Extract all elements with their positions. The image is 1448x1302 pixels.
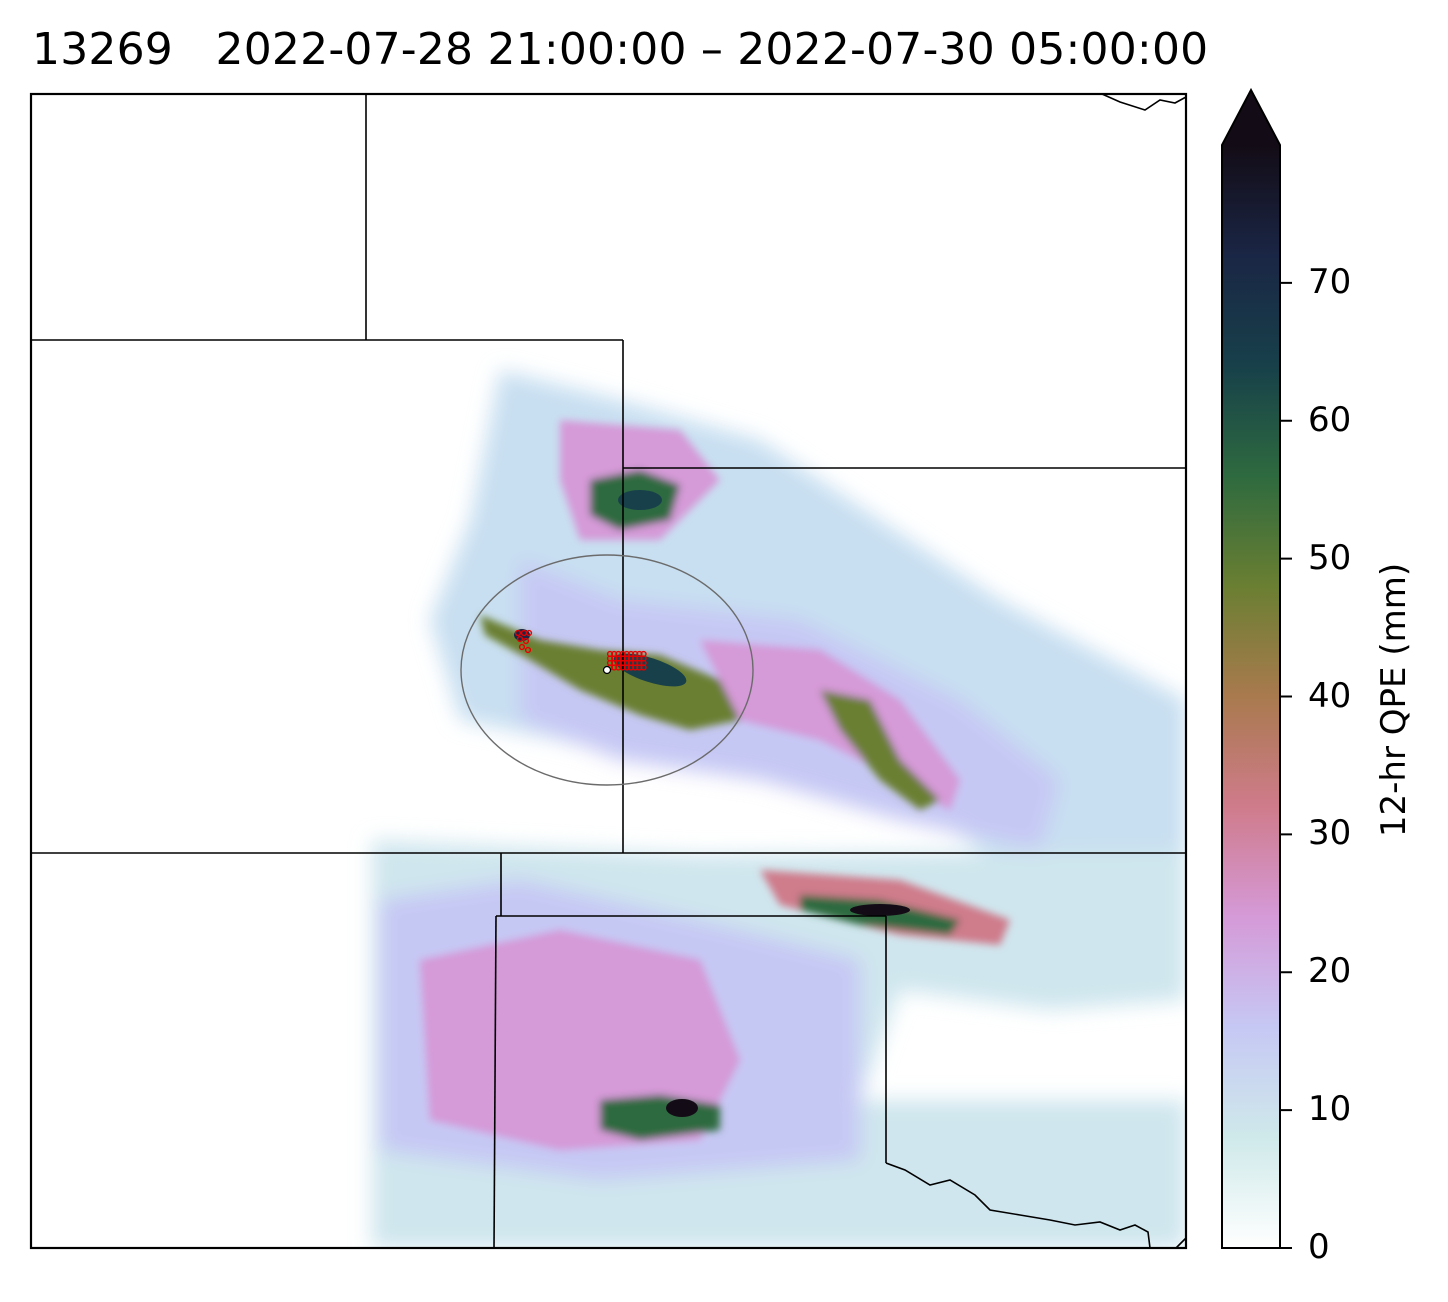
precip-max-south	[666, 1099, 698, 1117]
colorbar-tick-label: 60	[1308, 399, 1352, 440]
precip-max-southeast	[850, 904, 910, 916]
colorbar	[1221, 87, 1292, 1249]
observation-marker	[524, 646, 532, 654]
colorbar-tick-label: 10	[1308, 1089, 1352, 1130]
observation-marker	[514, 629, 522, 637]
boundary-8	[493, 915, 497, 1249]
map-frame	[29, 92, 1188, 1250]
colorbar-ticks	[1280, 281, 1292, 1249]
colorbar-outline	[1221, 87, 1281, 1249]
observation-marker	[640, 664, 647, 671]
colorbar-extend-triangle	[1222, 90, 1280, 145]
observation-marker	[516, 635, 524, 643]
time-range: 2022-07-28 21:00:00 – 2022-07-30 05:00:0…	[215, 24, 1209, 75]
colorbar-tick-label: 30	[1308, 813, 1352, 854]
colorbar-axis-label: 12-hr QPE (mm)	[1374, 562, 1414, 838]
state-boundaries	[31, 93, 1187, 1249]
colorbar-tick-label: 20	[1308, 951, 1352, 992]
plot-title: 13269 2022-07-28 21:00:00 – 2022-07-30 0…	[32, 24, 1208, 75]
center-point-marker	[602, 665, 612, 675]
observation-markers	[514, 629, 647, 671]
colorbar-tick-label: 40	[1308, 675, 1352, 716]
colorbar-fill	[1222, 145, 1280, 1248]
colorbar-tick-label: 70	[1308, 261, 1352, 302]
river-boundary-corner	[1175, 1237, 1187, 1249]
search-radius-circle	[460, 554, 754, 786]
precip-max-north	[618, 490, 662, 510]
event-id: 13269	[32, 24, 173, 75]
colorbar-tick-label: 50	[1308, 537, 1352, 578]
observation-marker	[525, 629, 533, 637]
precip-field	[372, 370, 1186, 1248]
observation-marker	[518, 643, 526, 651]
precip-max-main	[613, 653, 687, 687]
river-boundary-south	[885, 1162, 1151, 1249]
river-boundary-northeast	[1101, 93, 1187, 111]
precip-core-east	[820, 690, 940, 810]
observation-marker	[522, 637, 530, 645]
colorbar-tick-label: 0	[1308, 1227, 1330, 1267]
precip-max-cells	[514, 490, 910, 1117]
